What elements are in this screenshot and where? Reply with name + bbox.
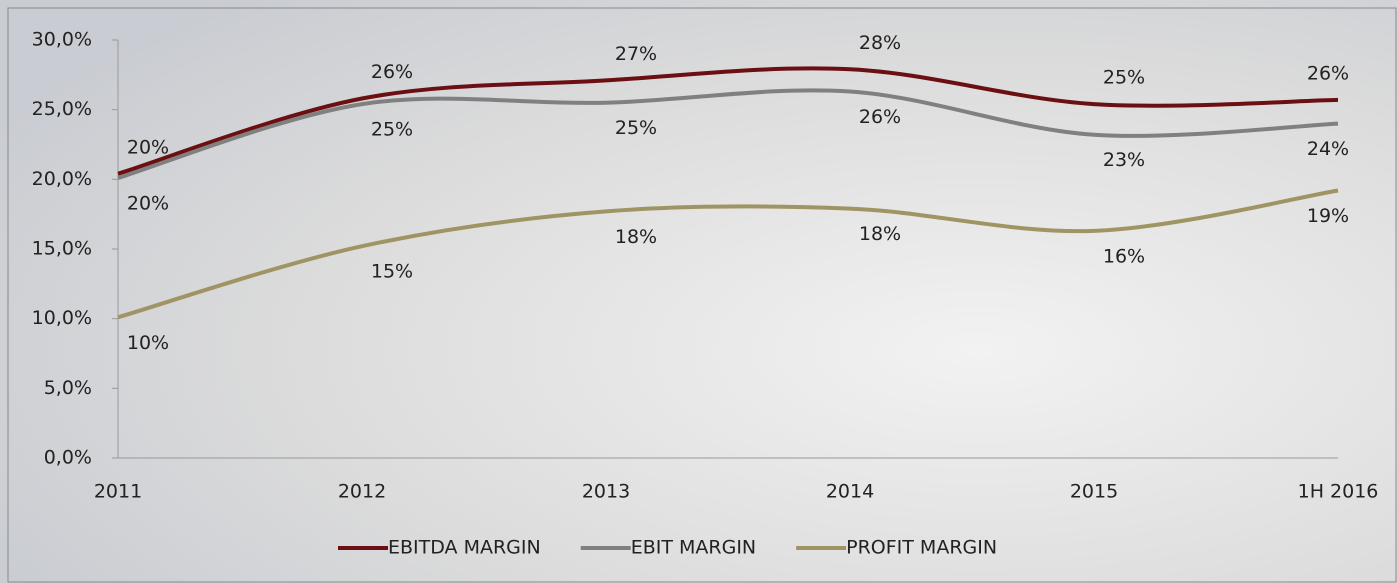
y-tick-label: 15,0% (32, 238, 92, 260)
y-tick-label: 10,0% (32, 307, 92, 329)
data-label: 20% (127, 192, 169, 214)
legend-label: PROFIT MARGIN (846, 537, 997, 559)
data-label: 19% (1307, 205, 1349, 227)
y-tick-label: 5,0% (44, 377, 92, 399)
y-tick-label: 30,0% (32, 29, 92, 51)
x-tick-label: 2014 (826, 481, 874, 503)
data-label: 18% (615, 226, 657, 248)
x-tick-label: 2013 (582, 481, 630, 503)
data-label: 26% (371, 61, 413, 83)
data-label: 26% (859, 106, 901, 128)
x-tick-label: 2011 (94, 481, 142, 503)
data-label: 20% (127, 136, 169, 158)
data-label: 26% (1307, 62, 1349, 84)
data-label: 15% (371, 261, 413, 283)
legend-label: EBITDA MARGIN (388, 537, 541, 559)
background (0, 0, 1397, 583)
data-label: 25% (1103, 67, 1145, 89)
x-tick-label: 2012 (338, 481, 386, 503)
data-label: 23% (1103, 149, 1145, 171)
data-label: 16% (1103, 245, 1145, 267)
x-tick-label: 1H 2016 (1298, 481, 1379, 503)
data-label: 10% (127, 332, 169, 354)
data-label: 25% (371, 119, 413, 141)
data-label: 28% (859, 32, 901, 54)
legend-label: EBIT MARGIN (631, 537, 756, 559)
data-label: 25% (615, 117, 657, 139)
chart: 0,0% 5,0% 10,0% 15,0% 20,0% 25,0% 30,0% 2011 201… (0, 0, 1397, 583)
y-tick-label: 25,0% (32, 98, 92, 120)
data-label: 24% (1307, 138, 1349, 160)
x-tick-label: 2015 (1070, 481, 1118, 503)
data-label: 27% (615, 43, 657, 65)
data-label: 18% (859, 223, 901, 245)
y-tick-label: 20,0% (32, 168, 92, 190)
y-tick-label: 0,0% (44, 447, 92, 469)
page: 0,0% 5,0% 10,0% 15,0% 20,0% 25,0% 30,0% 2011 201… (0, 0, 1397, 583)
